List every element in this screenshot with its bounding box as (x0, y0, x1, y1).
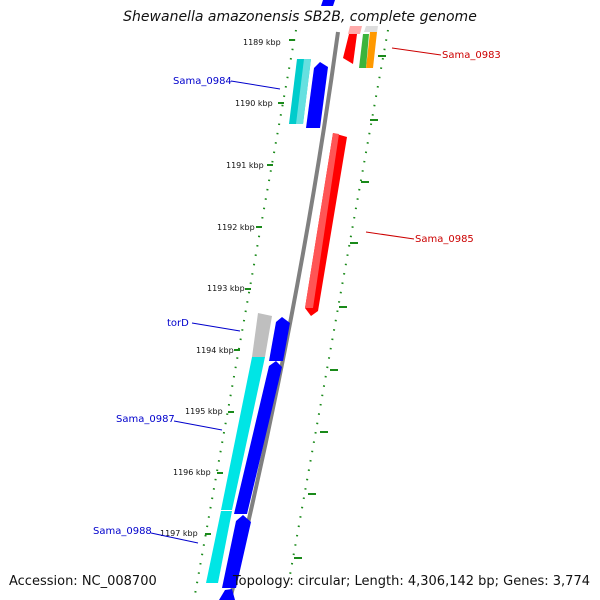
gene-tord-cds (252, 313, 272, 357)
tick-label-1194: 1194 kbp (196, 346, 234, 355)
tick-label-1197: 1197 kbp (160, 529, 198, 538)
gene-block-orange (366, 32, 377, 68)
gene-sama-0987-cds (221, 357, 265, 510)
gene-label-tord[interactable]: torD (167, 318, 189, 329)
gene-tord-arrow (269, 317, 290, 361)
genome-backbone (228, 31, 340, 600)
gene-sama-0984-arrow (306, 62, 328, 128)
tick-label-1195: 1195 kbp (185, 407, 223, 416)
gene-sama-0987-arrow (234, 361, 282, 514)
gene-sama-0988-cds (206, 511, 232, 583)
tick-label-1189: 1189 kbp (243, 38, 281, 47)
gene-block-pink (348, 26, 362, 34)
gene-tord-group (252, 313, 290, 361)
tick-label-1190: 1190 kbp (235, 99, 273, 108)
gene-sama-0985-shade (305, 133, 339, 308)
leader-sama-0985 (365, 231, 415, 240)
gene-sama-0984-cds-light (296, 59, 311, 124)
left-dotted-track (193, 29, 297, 600)
gene-label-sama-0984[interactable]: Sama_0984 (173, 76, 232, 87)
leader-sama-0983 (391, 47, 442, 56)
gene-sama-0983-group (343, 26, 378, 68)
tick-label-1193: 1193 kbp (207, 284, 245, 293)
gene-sama-0988-arrow (222, 515, 251, 588)
gene-label-sama-0983[interactable]: Sama_0983 (442, 50, 501, 61)
tick-label-1191: 1191 kbp (226, 161, 264, 170)
map-title: Shewanella amazonensis SB2B, complete ge… (123, 9, 477, 25)
left-track-line (193, 29, 297, 600)
gene-block-gray (364, 26, 378, 32)
genome-summary: Topology: circular; Length: 4,306,142 bp… (232, 574, 590, 589)
gene-label-sama-0985[interactable]: Sama_0985 (415, 234, 474, 245)
leader-tord (191, 322, 241, 332)
gene-sama-0988-group (206, 511, 251, 600)
accession-label: Accession: NC_008700 (9, 574, 157, 589)
right-track-line (289, 29, 389, 576)
gene-fragment-top (321, 0, 335, 6)
leader-sama-0988 (150, 532, 199, 544)
right-dotted-track (289, 29, 389, 576)
gene-label-sama-0988[interactable]: Sama_0988 (93, 526, 152, 537)
tick-label-1192: 1192 kbp (217, 223, 255, 232)
gene-label-sama-0987[interactable]: Sama_0987 (116, 414, 175, 425)
gene-block-green (359, 34, 369, 68)
gene-sama-0984-group (289, 59, 328, 128)
tick-label-1196: 1196 kbp (173, 468, 211, 477)
leader-sama-0987 (173, 420, 223, 431)
gene-sama-0987-group (221, 357, 282, 514)
gene-fragment-bottom (219, 589, 235, 600)
leader-sama-0984 (230, 80, 281, 90)
gene-block-red (343, 34, 357, 64)
